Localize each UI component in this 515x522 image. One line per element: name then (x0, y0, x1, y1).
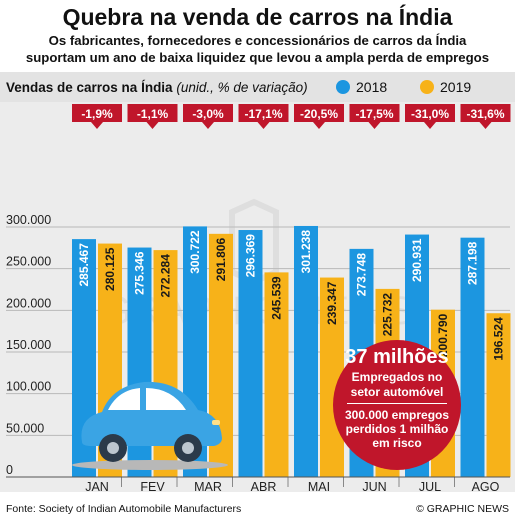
y-tick-label: 0 (6, 463, 13, 477)
callout-line-5: em risco (372, 436, 422, 450)
car-part (182, 442, 194, 454)
x-tick-label: JUN (362, 480, 386, 492)
change-badge-fev (127, 104, 178, 129)
legend-swatch-2018 (336, 80, 350, 94)
legend-label-2018: 2018 (356, 79, 388, 95)
legend-label-2019: 2019 (440, 79, 472, 95)
data-label: 245.539 (270, 276, 284, 320)
change-label: -17,5% (355, 107, 393, 121)
callout-headline: 37 milhões (345, 346, 449, 368)
data-label: 285.467 (77, 243, 91, 287)
y-tick-label: 100.000 (6, 380, 51, 394)
change-label: -31,6% (466, 107, 504, 121)
change-label: -17,1% (244, 107, 282, 121)
callout-line-4: perdidos 1 milhão (345, 422, 449, 436)
chart-label-units: (unid., % de variação) (176, 80, 308, 95)
chart-label-main: Vendas de carros na Índia (6, 80, 173, 95)
y-tick-label: 250.000 (6, 255, 51, 269)
bar-2018-abr (238, 230, 263, 477)
data-label: 296.369 (244, 234, 258, 278)
data-label: 291.806 (214, 238, 228, 282)
bar-2019-abr (264, 272, 289, 477)
legend-swatch-2019 (420, 80, 434, 94)
data-label: 275.346 (133, 251, 147, 295)
car-part (81, 381, 222, 446)
change-label: -31,0% (411, 107, 449, 121)
callout-line-1: Empregados no (351, 370, 443, 384)
x-tick-label: MAI (308, 480, 330, 492)
x-tick-label: FEV (140, 480, 165, 492)
change-badge-abr (238, 104, 289, 129)
x-tick-label: JUL (419, 480, 441, 492)
page-title: Quebra na venda de carros na Índia (62, 4, 453, 30)
x-tick-label: ABR (251, 480, 277, 492)
x-tick-label: AGO (472, 480, 500, 492)
car-part (212, 420, 220, 425)
employment-callout: 37 milhões Empregados no setor automóvel… (333, 340, 461, 470)
y-tick-label: 150.000 (6, 338, 51, 352)
subtitle-line-2: suportam um ano de baixa liquidez que le… (25, 50, 490, 65)
change-label: -1,9% (81, 107, 113, 121)
car-part (107, 442, 119, 454)
bar-chart: GRAPHIC NEWS050.000100.000150.000200.000… (6, 104, 511, 492)
data-label: 196.524 (492, 317, 506, 361)
footer: Fonte: Society of Indian Automobile Manu… (0, 498, 515, 522)
data-label: 280.125 (103, 247, 117, 291)
data-label: 273.748 (355, 253, 369, 297)
callout-line-3: 300.000 empregos (344, 408, 450, 422)
car-part (108, 388, 140, 410)
car-icon (72, 381, 228, 470)
credit: © GRAPHIC NEWS (416, 503, 509, 515)
y-tick-label: 50.000 (6, 421, 44, 435)
change-badge-mar (183, 104, 233, 129)
source-note: Fonte: Society of Indian Automobile Manu… (6, 503, 242, 515)
x-tick-label: MAR (194, 480, 222, 492)
data-label: 239.347 (325, 281, 339, 325)
data-label: 301.238 (299, 230, 313, 274)
change-label: -3,0% (192, 107, 224, 121)
change-label: -20,5% (300, 107, 338, 121)
bar-2019-ago (486, 313, 511, 477)
callout-line-2: setor automóvel (350, 385, 444, 399)
change-badge-ago (460, 104, 511, 129)
data-label: 272.284 (159, 254, 173, 298)
callout-divider (347, 403, 447, 404)
data-label: 225.732 (381, 293, 395, 337)
subtitle-line-1: Os fabricantes, fornecedores e concessio… (48, 33, 467, 48)
y-tick-label: 300.000 (6, 213, 51, 227)
change-badge-jan (72, 104, 122, 129)
data-label: 300.722 (188, 230, 202, 274)
data-label: 287.198 (466, 241, 480, 285)
change-badge-jun (349, 104, 400, 129)
data-label: 200.790 (436, 313, 450, 357)
car-part (146, 388, 186, 410)
change-badge-jul (405, 104, 455, 129)
bar-2018-mai (294, 225, 318, 477)
x-tick-label: JAN (85, 480, 109, 492)
car-part (72, 460, 228, 470)
bar-2018-ago (460, 237, 485, 477)
data-label: 290.931 (410, 238, 424, 282)
chart-area: GRAPHIC NEWS050.000100.000150.000200.000… (0, 102, 515, 492)
chart-header: Vendas de carros na Índia (unid., % de v… (0, 72, 515, 102)
change-label: -1,1% (137, 107, 169, 121)
chart-label: Vendas de carros na Índia (unid., % de v… (6, 80, 308, 95)
y-tick-label: 200.000 (6, 296, 51, 310)
change-badge-mai (294, 104, 344, 129)
